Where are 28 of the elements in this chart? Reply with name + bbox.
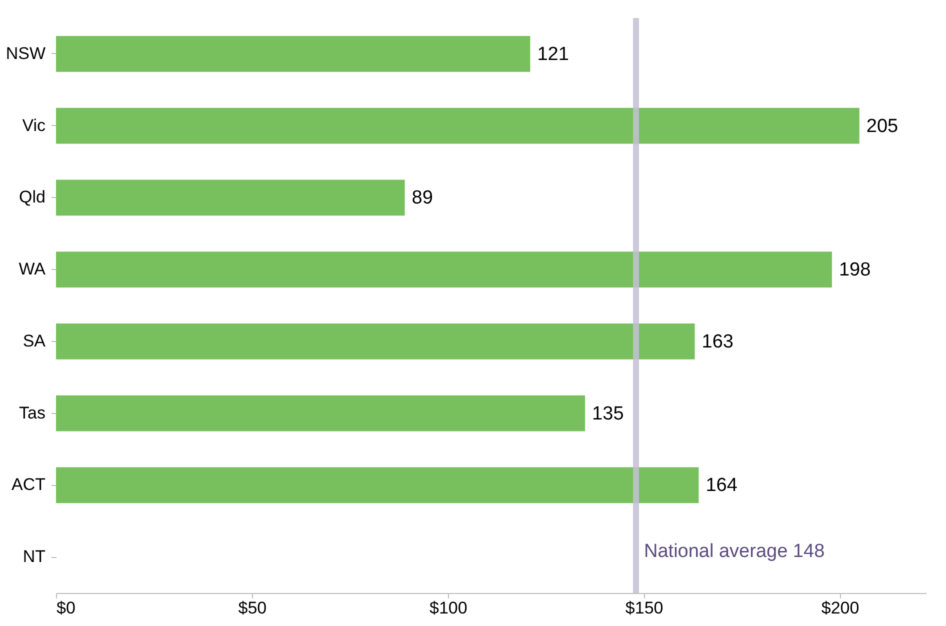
- y-tick-label: ACT: [12, 475, 46, 494]
- x-tick-label: $150: [625, 598, 664, 618]
- y-tick-label: Qld: [19, 188, 46, 207]
- y-tick-label: NSW: [6, 44, 46, 63]
- x-tick-label: $200: [821, 598, 860, 618]
- y-tick-label: Tas: [19, 403, 46, 422]
- bar: [56, 467, 699, 504]
- bar: [56, 108, 860, 144]
- bar: [56, 180, 405, 216]
- y-tick-label: SA: [22, 331, 46, 350]
- data-label: 163: [702, 331, 734, 352]
- data-label: 89: [412, 188, 433, 209]
- data-label: 135: [592, 403, 624, 424]
- data-label: 198: [838, 260, 871, 281]
- bar: [56, 395, 586, 432]
- y-tick-label: Vic: [22, 116, 46, 135]
- data-label: 164: [706, 475, 738, 496]
- x-tick-label: $0: [56, 598, 76, 618]
- bar: [56, 323, 695, 360]
- ref-line-label: National average 148: [644, 541, 825, 562]
- x-tick-label: $100: [429, 598, 468, 618]
- bar: [56, 252, 832, 288]
- y-tick-label: NT: [22, 547, 46, 566]
- data-label: 205: [866, 116, 898, 137]
- bar: [56, 36, 530, 72]
- x-tick-label: $50: [238, 598, 267, 618]
- y-tick-label: WA: [18, 260, 46, 279]
- data-label: 121: [537, 44, 569, 65]
